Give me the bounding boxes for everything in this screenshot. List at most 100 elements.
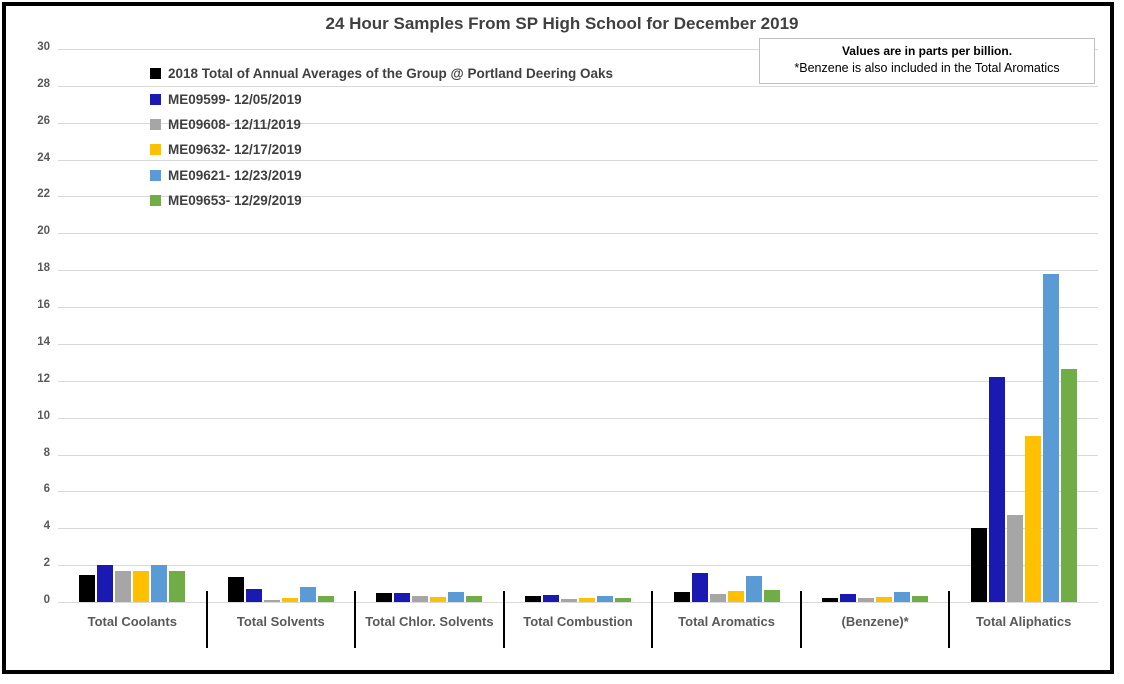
bar-series3-benzene [858, 598, 875, 602]
bar-series3-total-aliphatics [1006, 515, 1023, 602]
legend-swatch-icon [150, 144, 161, 156]
bar-series4-total-solvents [281, 598, 298, 602]
y-axis-tick-label: 26 [37, 114, 50, 127]
category-divider [799, 591, 802, 648]
category-divider [354, 591, 357, 648]
gridline-18 [58, 270, 1098, 272]
y-axis-tick-label: 4 [43, 520, 50, 533]
gridline-6 [58, 491, 1098, 493]
chart-area: 24 Hour Samples From SP High School for … [6, 6, 1118, 678]
x-axis-category-label: Total Coolants [87, 614, 177, 629]
x-axis-category-label: Total Aromatics [678, 614, 775, 629]
legend-item: 2018 Total of Annual Averages of the Gro… [150, 61, 613, 86]
legend-label: ME09653- 12/29/2019 [168, 193, 302, 209]
legend-swatch-icon [150, 93, 161, 105]
bar-series2-total-aliphatics [988, 377, 1005, 602]
bar-series4-total-aromatics [727, 590, 744, 602]
y-axis-tick-label: 2 [43, 557, 50, 570]
bar-series5-total-coolants [151, 565, 168, 602]
bar-series6-total-aromatics [763, 590, 780, 602]
y-axis-tick-label: 6 [43, 483, 50, 496]
gridline-4 [58, 528, 1098, 530]
x-axis-category-label: Total Combustion [523, 614, 633, 629]
bar-series1-total-chlor-solvents [376, 592, 393, 602]
gridline-26 [58, 122, 1098, 124]
category-divider [651, 591, 654, 648]
legend-label: ME09621- 12/23/2019 [168, 167, 302, 183]
y-axis-tick-label: 12 [37, 372, 50, 385]
gridline-22 [58, 196, 1098, 198]
bar-series1-benzene [822, 598, 839, 602]
y-axis-tick-label: 16 [37, 299, 50, 312]
legend-item: ME09608- 12/11/2019 [150, 112, 613, 137]
bar-series3-total-chlor-solvents [412, 596, 429, 602]
legend-swatch-icon [150, 68, 161, 80]
bar-series1-total-aromatics [673, 591, 690, 602]
legend-item: ME09653- 12/29/2019 [150, 188, 613, 213]
bar-series5-benzene [894, 591, 911, 602]
y-axis-tick-label: 18 [37, 262, 50, 275]
bar-series6-total-combustion [615, 598, 631, 602]
bar-series6-benzene [912, 596, 929, 602]
gridline-20 [58, 233, 1098, 235]
bar-series4-total-aliphatics [1024, 436, 1041, 602]
bar-series5-total-chlor-solvents [448, 591, 465, 602]
legend: 2018 Total of Annual Averages of the Gro… [150, 61, 613, 213]
bar-series1-total-coolants [79, 575, 96, 602]
bar-series2-benzene [840, 593, 857, 602]
bar-series4-benzene [876, 597, 893, 602]
x-axis-category-label: Total Aliphatics [976, 614, 1072, 629]
legend-item: ME09599- 12/05/2019 [150, 86, 613, 111]
bar-series3-total-coolants [115, 570, 132, 602]
legend-item: ME09632- 12/17/2019 [150, 137, 613, 162]
bar-series1-total-solvents [227, 577, 244, 602]
bar-series5-total-combustion [597, 596, 613, 602]
y-axis-tick-label: 8 [43, 446, 50, 459]
chart-title: 24 Hour Samples From SP High School for … [325, 14, 799, 33]
bar-series5-total-aromatics [745, 576, 762, 602]
bar-series4-total-coolants [133, 570, 150, 602]
bar-series6-total-aliphatics [1060, 368, 1077, 602]
legend-label: 2018 Total of Annual Averages of the Gro… [168, 66, 613, 82]
y-axis-tick-label: 20 [37, 225, 50, 238]
bar-series3-total-combustion [561, 599, 577, 602]
y-axis-tick-label: 30 [37, 41, 50, 53]
bar-series3-total-solvents [263, 600, 280, 602]
bar-series5-total-solvents [299, 587, 316, 602]
gridline-0 [58, 602, 1098, 603]
category-divider [502, 591, 505, 648]
bar-series2-total-aromatics [691, 573, 708, 602]
legend-swatch-icon [150, 118, 161, 130]
note-benzene-text: *Benzene is also included in the Total A… [794, 61, 1060, 76]
category-divider [205, 591, 208, 648]
bar-series1-total-combustion [525, 596, 541, 602]
x-axis-category-label: (Benzene)* [841, 614, 909, 629]
gridline-14 [58, 343, 1098, 345]
legend-swatch-icon [150, 195, 161, 207]
gridline-30 [58, 49, 1098, 50]
chart-frame: 24 Hour Samples From SP High School for … [2, 2, 1114, 674]
bar-series2-total-coolants [97, 565, 114, 602]
gridline-12 [58, 380, 1098, 382]
bar-series2-total-combustion [543, 594, 559, 602]
gridline-2 [58, 565, 1098, 567]
gridline-24 [58, 159, 1098, 161]
category-divider [948, 591, 951, 648]
legend-label: ME09632- 12/17/2019 [168, 142, 302, 158]
bar-series1-total-aliphatics [970, 528, 987, 602]
bar-series4-total-combustion [579, 598, 595, 602]
y-axis-tick-label: 28 [37, 77, 50, 90]
y-axis-tick-label: 22 [37, 188, 50, 201]
note-box: Values are in parts per billion. *Benzen… [759, 38, 1095, 85]
y-axis-tick-label: 10 [37, 409, 50, 422]
gridline-8 [58, 454, 1098, 456]
legend-item: ME09621- 12/23/2019 [150, 163, 613, 188]
gridline-16 [58, 307, 1098, 309]
legend-swatch-icon [150, 169, 161, 181]
bar-series5-total-aliphatics [1042, 273, 1059, 602]
gridline-28 [58, 85, 1098, 87]
bar-series3-total-aromatics [709, 593, 726, 602]
bar-series6-total-chlor-solvents [466, 595, 483, 602]
y-axis-tick-label: 14 [37, 335, 50, 348]
bar-series6-total-solvents [317, 596, 334, 602]
